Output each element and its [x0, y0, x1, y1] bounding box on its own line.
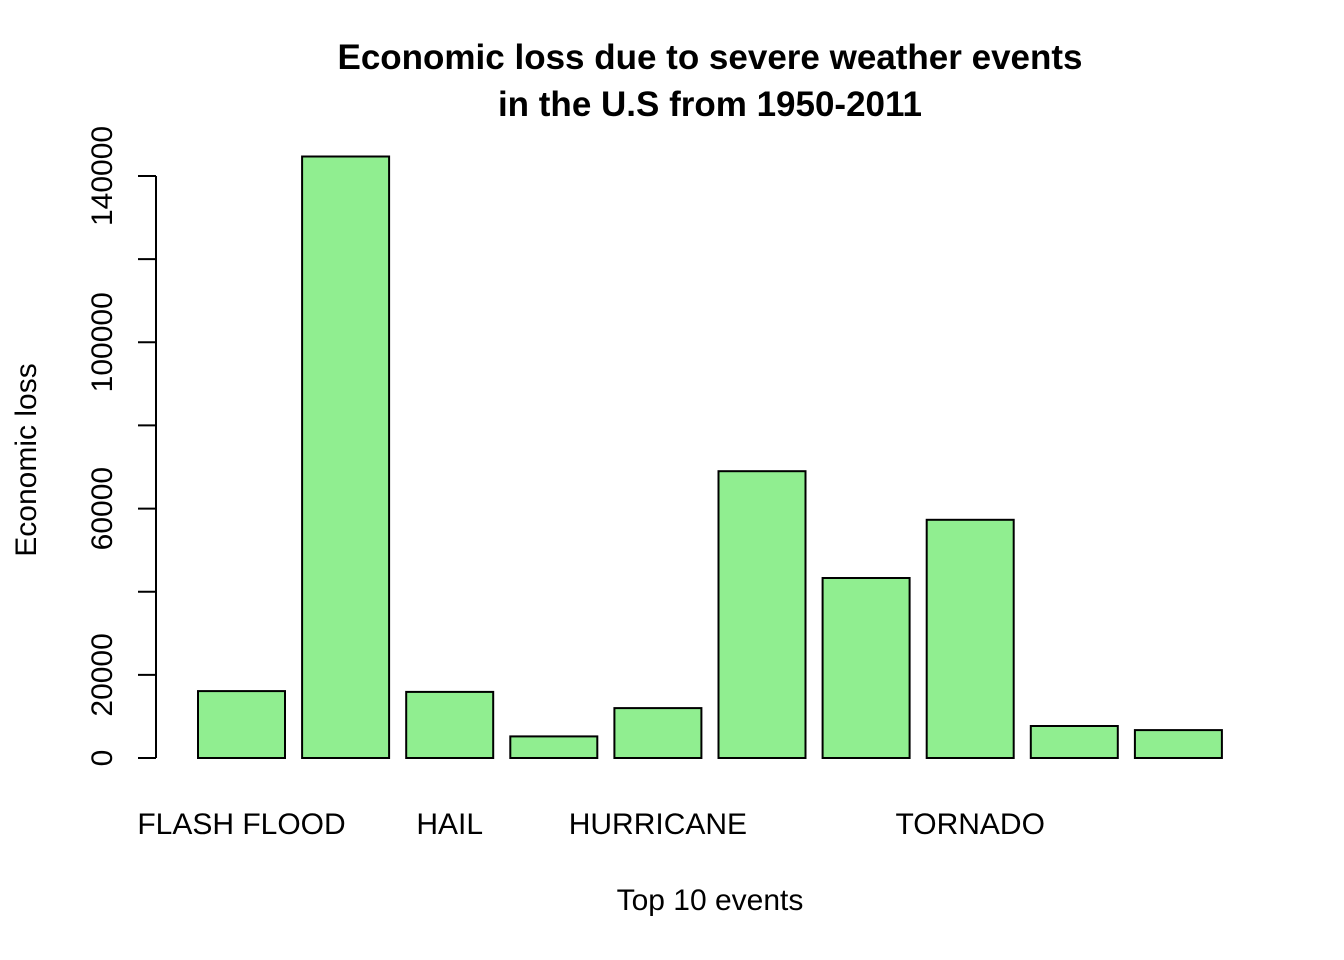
x-tick-label: FLASH FLOOD	[137, 808, 345, 841]
bar-1	[197, 690, 286, 759]
bar-7	[821, 577, 911, 759]
x-tick-label: HAIL	[416, 808, 483, 841]
y-tick-label: 60000	[86, 467, 119, 550]
bar-10	[1133, 729, 1223, 759]
bar-8	[925, 518, 1015, 759]
bar-9	[1029, 725, 1119, 759]
y-tick-label: 100000	[86, 292, 119, 392]
x-tick-labels: FLASH FLOOD HAIL HURRICANE TORNADO	[137, 808, 1045, 841]
bar-4	[509, 735, 599, 760]
bar-2	[301, 155, 391, 759]
chart-title-line2: in the U.S from 1950-2011	[498, 85, 922, 124]
y-tick-label: 0	[86, 750, 119, 767]
x-axis-label: Top 10 events	[617, 884, 804, 917]
y-axis: 0 20000 60000 100000 140000	[86, 126, 157, 767]
y-tick-label: 140000	[86, 126, 119, 226]
bars-group	[197, 155, 1223, 760]
bar-3	[405, 690, 495, 760]
x-tick-label: HURRICANE	[569, 808, 747, 841]
y-axis-label: Economic loss	[10, 363, 43, 556]
y-tick-label: 20000	[86, 633, 119, 716]
bar-6	[717, 470, 807, 759]
chart-title-line1: Economic loss due to severe weather even…	[337, 38, 1082, 77]
x-tick-label: TORNADO	[895, 808, 1044, 841]
bar-5	[613, 707, 703, 759]
